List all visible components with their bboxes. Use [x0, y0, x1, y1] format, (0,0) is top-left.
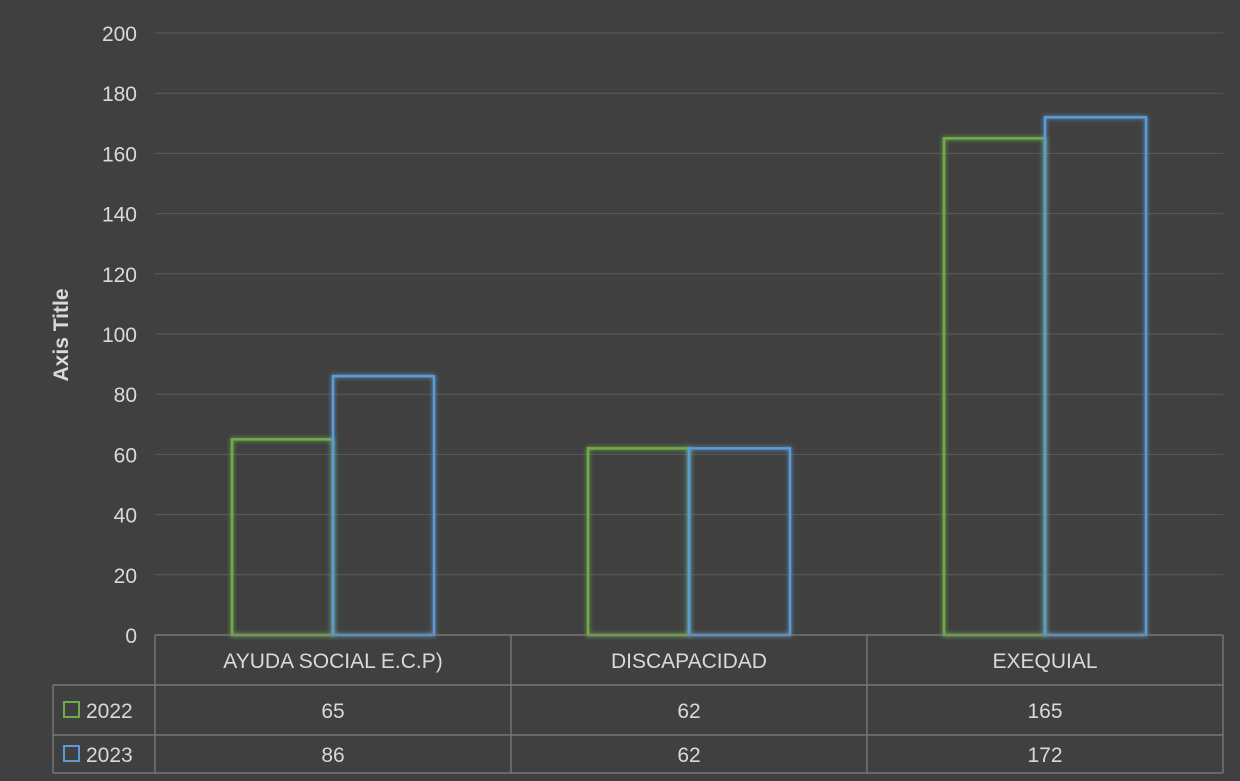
data-table-value: 165: [1027, 700, 1062, 723]
y-tick-label: 180: [102, 83, 137, 106]
bar-2022: [230, 438, 335, 637]
legend-key-2022: [63, 701, 80, 718]
bar-2023: [331, 374, 436, 637]
bar-2022: [586, 447, 691, 637]
x-tick-label: DISCAPACIDAD: [611, 650, 767, 673]
bar-2023: [687, 447, 792, 637]
y-tick-label: 60: [114, 444, 137, 467]
legend-label: 2023: [86, 744, 133, 767]
y-axis-title: Axis Title: [50, 289, 73, 382]
data-table-value: 172: [1027, 744, 1062, 767]
data-table: AYUDA SOCIAL E.C.P) DISCAPACIDAD EXEQUIAL 2…: [52, 634, 1224, 774]
y-tick-label: 20: [114, 565, 137, 588]
data-table-value: 62: [677, 744, 700, 767]
legend-key-2023: [63, 745, 80, 762]
y-tick-label: 0: [125, 625, 137, 648]
y-axis: 0 20 40 60 80 100 120 140 160 180 200: [102, 23, 137, 648]
x-tick-label: EXEQUIAL: [992, 650, 1097, 673]
bar-2022: [942, 137, 1047, 637]
data-table-value: 86: [321, 744, 344, 767]
y-tick-label: 160: [102, 143, 137, 166]
y-tick-label: 120: [102, 264, 137, 287]
y-tick-label: 200: [102, 23, 137, 46]
y-tick-label: 140: [102, 204, 137, 227]
data-table-value: 65: [321, 700, 344, 723]
data-table-value: 62: [677, 700, 700, 723]
y-tick-label: 40: [114, 505, 137, 528]
y-tick-label: 80: [114, 384, 137, 407]
bar-2023: [1043, 116, 1148, 637]
bars: [230, 116, 1148, 637]
legend-label: 2022: [86, 700, 133, 723]
y-tick-label: 100: [102, 324, 137, 347]
x-tick-label: AYUDA SOCIAL E.C.P): [223, 650, 442, 673]
